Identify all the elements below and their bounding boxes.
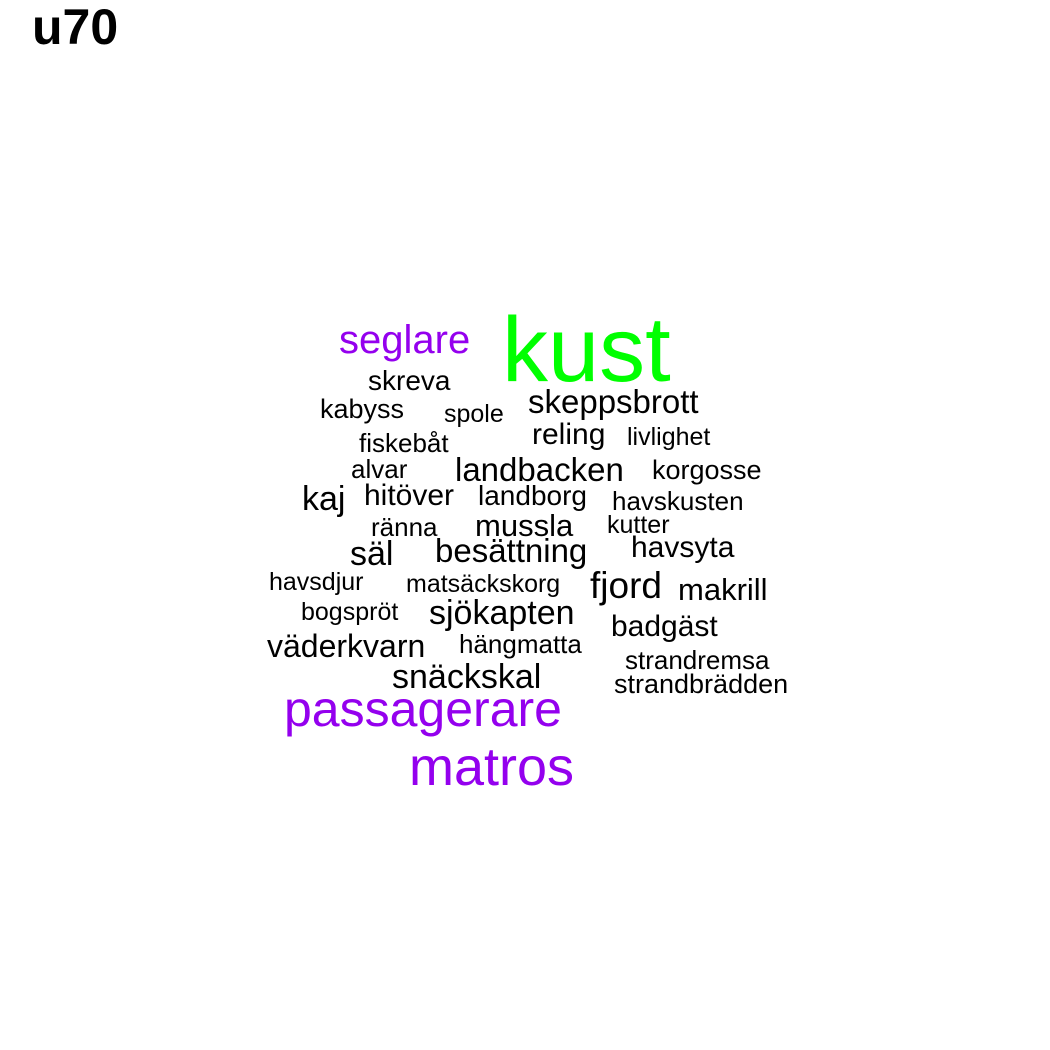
word-snackskal: snäckskal bbox=[392, 658, 542, 696]
word-ranna: ränna bbox=[371, 512, 438, 542]
word-sjokapten: sjökapten bbox=[429, 594, 575, 632]
word-besattning: besättning bbox=[435, 532, 588, 569]
word-matros: matros bbox=[409, 737, 575, 797]
word-hitover: hitöver bbox=[364, 479, 455, 512]
word-passagerare: passagerare bbox=[284, 681, 562, 737]
word-skeppsbrott: skeppsbrott bbox=[528, 383, 699, 420]
word-seglare: seglare bbox=[339, 318, 471, 362]
word-reling: reling bbox=[532, 418, 606, 451]
word-havsyta: havsyta bbox=[631, 531, 735, 564]
word-kutter: kutter bbox=[607, 511, 670, 539]
word-fiskebat: fiskebåt bbox=[359, 428, 449, 458]
word-bogsprot: bogspröt bbox=[301, 598, 399, 626]
word-kust: kust bbox=[502, 299, 671, 401]
word-havsdjur: havsdjur bbox=[269, 568, 364, 596]
word-makrill: makrill bbox=[678, 572, 768, 607]
word-badgast: badgäst bbox=[611, 610, 718, 643]
word-strandremsa: strandremsa bbox=[625, 645, 770, 675]
word-matsackskorg: matsäckskorg bbox=[406, 570, 561, 598]
word-spole: spole bbox=[444, 400, 504, 428]
word-kabyss: kabyss bbox=[320, 394, 405, 424]
word-korgosse: korgosse bbox=[652, 455, 762, 485]
page-title: u70 bbox=[32, 0, 119, 55]
word-skreva: skreva bbox=[368, 365, 451, 396]
word-fjord: fjord bbox=[590, 565, 662, 606]
word-landbacken: landbacken bbox=[455, 451, 624, 488]
word-vaderkvarn: väderkvarn bbox=[267, 628, 426, 664]
word-kaj: kaj bbox=[302, 480, 346, 518]
word-livlighet: livlighet bbox=[627, 423, 711, 451]
word-hangmatta: hängmatta bbox=[459, 629, 582, 659]
word-sal: säl bbox=[350, 535, 394, 573]
word-landborg: landborg bbox=[478, 480, 587, 511]
word-mussla: mussla bbox=[475, 508, 574, 543]
word-havskusten: havskusten bbox=[612, 486, 744, 516]
word-alvar: alvar bbox=[351, 454, 408, 484]
word-strandbradden: strandbrädden bbox=[614, 669, 789, 699]
